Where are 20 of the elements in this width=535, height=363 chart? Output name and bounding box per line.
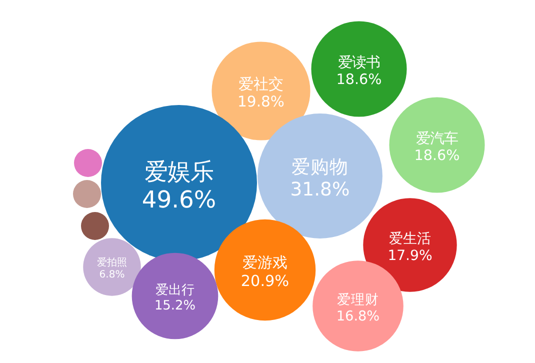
data-label: 15.2%	[154, 298, 196, 314]
data-label: 20.9%	[240, 272, 290, 290]
data-label: 18.6%	[336, 72, 382, 88]
category-label: 爱汽车	[416, 130, 458, 147]
category-label: 爱游戏	[242, 254, 288, 272]
category-label: 爱拍照	[97, 256, 127, 268]
category-label: 爱出行	[156, 283, 194, 298]
data-label: 18.6%	[414, 148, 460, 164]
category-label: 爱理财	[337, 292, 379, 308]
data-label: 16.8%	[336, 308, 380, 324]
data-label: 49.6%	[142, 186, 216, 214]
data-label: 6.8%	[99, 270, 125, 280]
category-label: 爱娱乐	[144, 157, 214, 186]
data-label: 19.8%	[238, 94, 284, 111]
data-label: 17.9%	[388, 248, 432, 264]
data-label: 31.8%	[290, 180, 350, 201]
category-label: 爱读书	[338, 54, 380, 71]
category-label: 爱生活	[389, 230, 431, 247]
category-label: 爱社交	[238, 76, 284, 93]
category-label: 爱购物	[292, 157, 348, 178]
